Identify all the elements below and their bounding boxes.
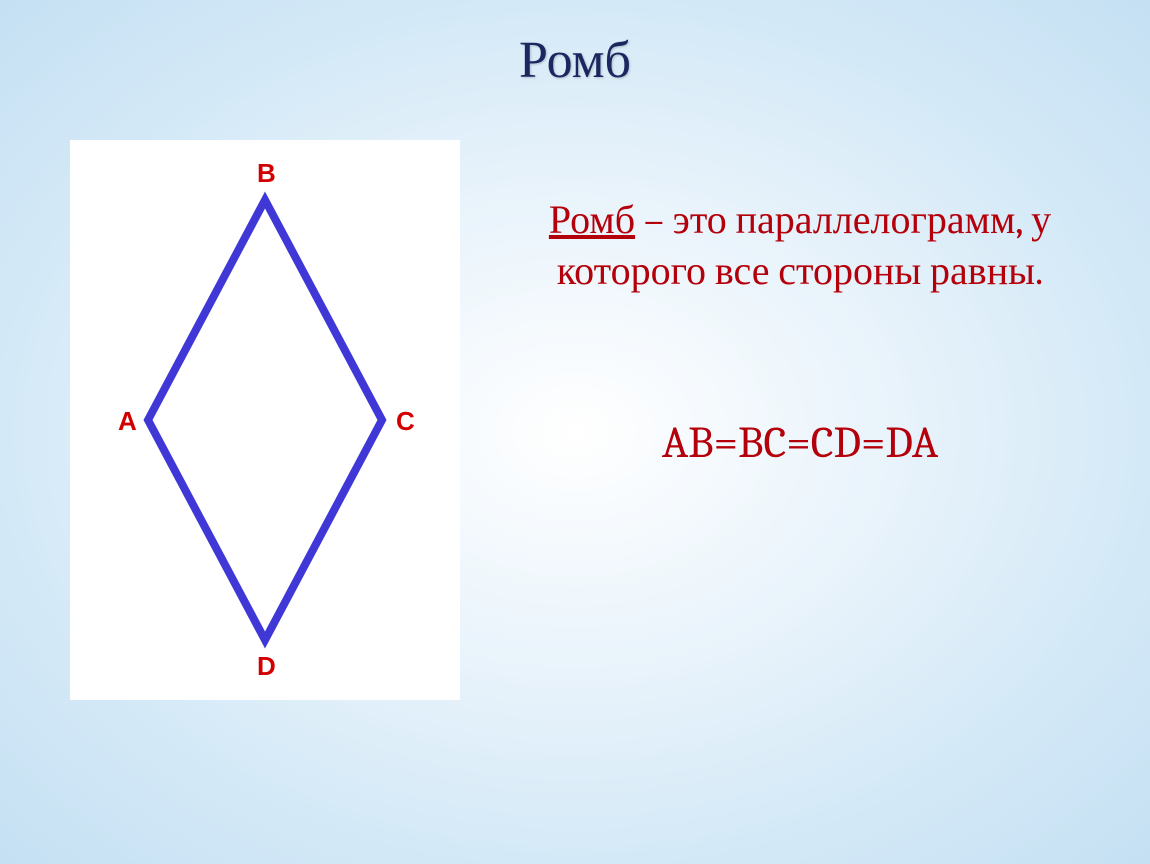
rhombus-diagram: A B C D — [70, 140, 460, 700]
definition-term: Ромб — [549, 197, 635, 243]
vertex-label-b: B — [257, 158, 276, 188]
rhombus-shape — [148, 200, 382, 640]
sides-equation: AB=BC=CD=DA — [520, 417, 1080, 468]
slide-title: Ромб — [0, 30, 1150, 90]
definition-block: Ромб – это параллелограмм, у которого вс… — [520, 195, 1080, 468]
rhombus-svg: A B C D — [70, 140, 460, 700]
vertex-label-c: C — [396, 406, 415, 436]
vertex-label-d: D — [257, 651, 276, 681]
definition-text: Ромб – это параллелограмм, у которого вс… — [520, 195, 1080, 297]
vertex-label-a: A — [118, 406, 137, 436]
